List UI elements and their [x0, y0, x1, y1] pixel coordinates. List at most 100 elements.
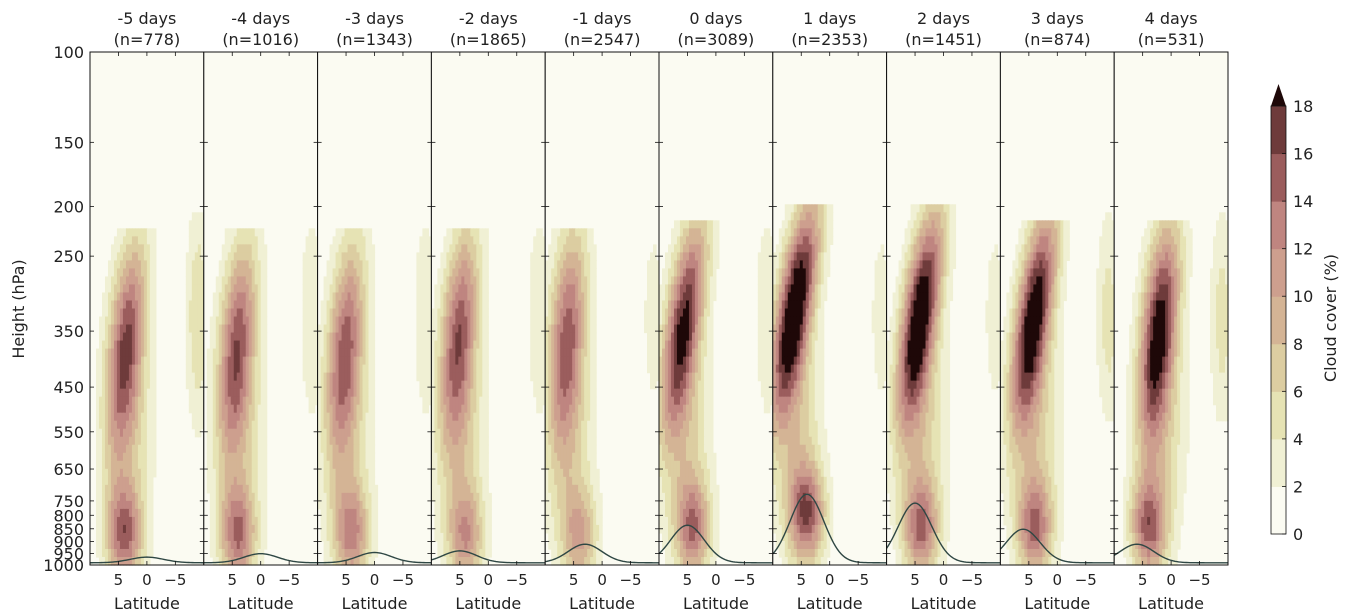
field-cell — [131, 356, 136, 366]
field-cell — [461, 372, 465, 382]
field-cell — [218, 444, 223, 454]
field-cell — [209, 356, 214, 366]
field-cell — [554, 388, 558, 398]
field-cell — [104, 324, 109, 334]
field-cell — [596, 492, 600, 502]
field-cell — [757, 364, 762, 374]
field-cell — [209, 452, 214, 462]
field-cell — [149, 548, 154, 558]
field-cell — [422, 276, 427, 286]
field-cell — [416, 364, 421, 374]
field-cell — [212, 316, 217, 326]
field-cell — [257, 308, 262, 318]
field-cell — [140, 524, 145, 534]
field-cell — [236, 324, 241, 334]
field-cell — [419, 356, 424, 366]
field-cell — [437, 380, 441, 390]
field-cell — [356, 340, 361, 350]
field-cell — [188, 396, 193, 406]
field-cell — [584, 244, 588, 253]
field-cell — [125, 452, 130, 462]
field-cell — [691, 236, 696, 245]
field-cell — [323, 532, 328, 542]
field-cell — [446, 556, 450, 566]
field-cell — [146, 388, 151, 398]
field-cell — [335, 548, 340, 558]
field-cell — [329, 356, 334, 366]
field-cell — [554, 244, 558, 253]
field-cell — [422, 244, 427, 253]
field-cell — [326, 428, 331, 438]
field-cell — [215, 420, 220, 430]
field-cell — [212, 380, 217, 390]
field-cell — [311, 332, 316, 342]
field-cell — [482, 412, 486, 422]
field-cell — [185, 364, 190, 374]
field-cell — [233, 540, 238, 550]
field-cell — [338, 548, 343, 558]
field-cell — [599, 516, 603, 526]
field-cell — [446, 284, 450, 294]
field-cell — [335, 540, 340, 550]
field-cell — [107, 516, 112, 526]
field-cell — [233, 500, 238, 510]
field-cell — [685, 220, 690, 229]
field-cell — [685, 300, 690, 310]
field-cell — [101, 316, 106, 326]
field-cell — [428, 244, 432, 253]
field-cell — [134, 364, 139, 374]
field-cell — [359, 228, 364, 237]
field-cell — [323, 484, 328, 494]
field-cell — [482, 244, 486, 253]
field-cell — [329, 532, 334, 542]
field-cell — [647, 332, 651, 342]
field-cell — [116, 324, 121, 334]
field-cell — [146, 436, 151, 446]
field-cell — [140, 388, 145, 398]
field-cell — [128, 260, 133, 270]
field-cell — [134, 324, 139, 334]
field-cell — [230, 236, 235, 245]
field-cell — [149, 444, 154, 454]
field-cell — [667, 268, 672, 278]
field-cell — [353, 348, 358, 358]
field-cell — [359, 468, 364, 478]
field-cell — [575, 420, 579, 430]
field-cell — [428, 268, 432, 278]
field-cell — [449, 308, 453, 318]
field-cell — [335, 412, 340, 422]
field-cell — [533, 316, 537, 326]
field-cell — [224, 284, 229, 294]
field-cell — [482, 292, 486, 302]
field-cell — [242, 364, 247, 374]
field-cell — [134, 532, 139, 542]
field-cell — [440, 508, 444, 518]
field-cell — [434, 428, 438, 438]
field-cell — [461, 468, 465, 478]
field-cell — [446, 476, 450, 486]
field-cell — [134, 436, 139, 446]
field-cell — [242, 244, 247, 253]
field-cell — [554, 252, 558, 262]
field-cell — [485, 380, 489, 390]
field-cell — [119, 308, 124, 318]
field-cell — [440, 556, 444, 566]
field-cell — [560, 532, 564, 542]
field-cell — [419, 340, 424, 350]
field-cell — [365, 292, 370, 302]
field-cell — [149, 364, 154, 374]
field-cell — [545, 476, 549, 486]
field-cell — [338, 412, 343, 422]
field-cell — [443, 276, 447, 286]
field-cell — [116, 460, 121, 470]
field-cell — [128, 268, 133, 278]
field-cell — [101, 332, 106, 342]
field-cell — [104, 508, 109, 518]
field-cell — [113, 300, 118, 310]
field-cell — [578, 364, 582, 374]
field-cell — [224, 508, 229, 518]
field-cell — [461, 476, 465, 486]
field-cell — [644, 300, 648, 310]
field-cell — [95, 348, 100, 358]
field-cell — [584, 428, 588, 438]
